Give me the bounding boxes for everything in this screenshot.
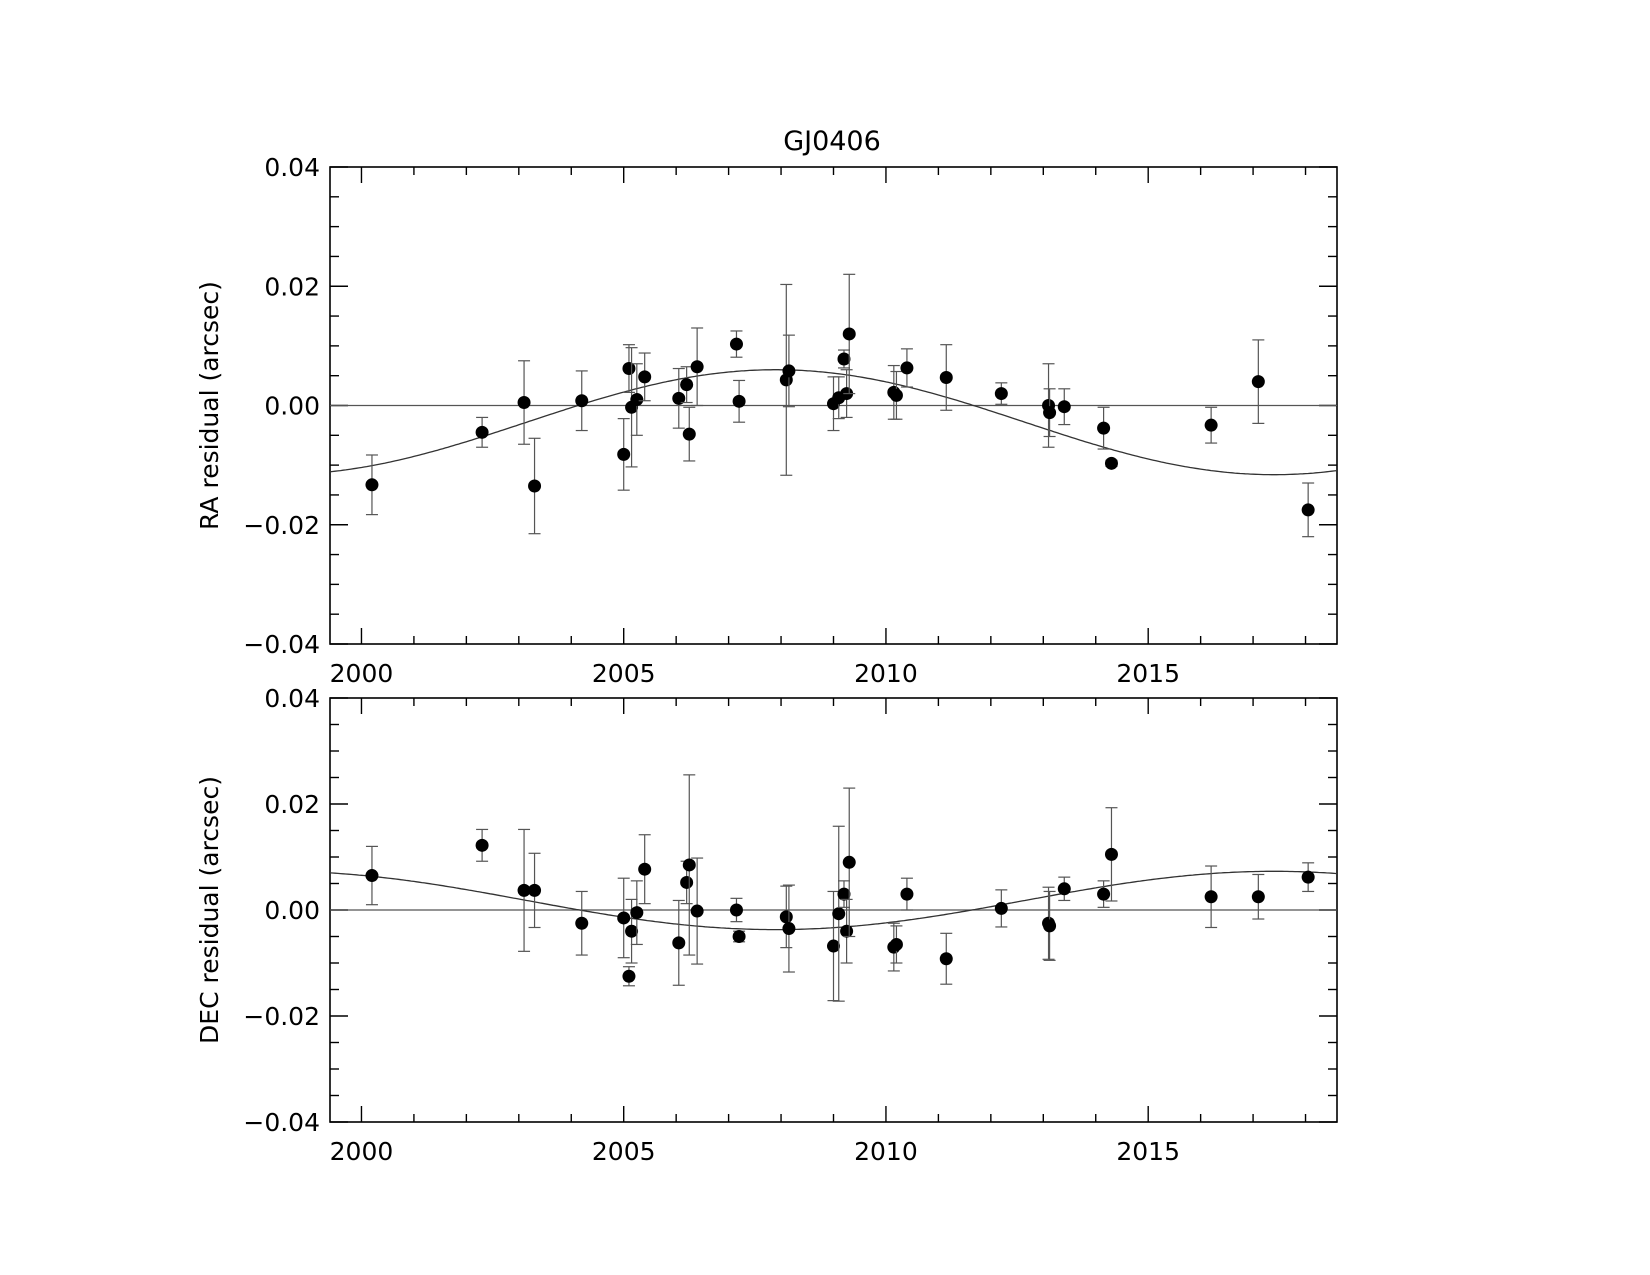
data-point (840, 924, 854, 938)
data-point (779, 910, 793, 924)
ra-residual-panel: 2000 2005 2010 2015 −0.04 −0.02 0.00 0.02 0.04 RA… (195, 153, 1338, 688)
data-point (729, 337, 743, 351)
data-point (1057, 882, 1071, 896)
data-point (900, 361, 914, 375)
data-point (994, 901, 1008, 915)
data-point (475, 425, 489, 439)
data-point (889, 388, 903, 402)
data-point (517, 883, 531, 897)
data-point (994, 387, 1008, 401)
y-tick-label: 0.02 (264, 790, 320, 819)
data-point (1204, 890, 1218, 904)
data-point (622, 969, 636, 983)
x-tick-label: 2005 (592, 659, 656, 688)
dec-residual-panel: 2000 2005 2010 2015 −0.04 −0.02 0.00 0.02 0.04 DE… (195, 684, 1338, 1166)
x-tick-label: 2005 (592, 1137, 656, 1166)
data-point (365, 478, 379, 492)
x-tick-label: 2015 (1116, 1137, 1180, 1166)
x-tick-label: 2010 (854, 1137, 918, 1166)
data-point (1204, 418, 1218, 432)
data-point (672, 391, 686, 405)
y-tick-label: 0.02 (264, 272, 320, 301)
data-point (622, 362, 636, 376)
data-point (1301, 503, 1315, 517)
data-point (528, 883, 542, 897)
data-point (1097, 887, 1111, 901)
data-point (365, 869, 379, 883)
data-point (1104, 847, 1118, 861)
x-tick-label: 2015 (1116, 659, 1180, 688)
data-point (625, 924, 639, 938)
data-point (682, 427, 696, 441)
data-point (939, 952, 953, 966)
data-point (575, 916, 589, 930)
y-tick-label: 0.00 (264, 896, 320, 925)
y-tick-label: −0.02 (243, 511, 320, 540)
data-point (617, 447, 631, 461)
data-point (900, 887, 914, 901)
data-point (732, 394, 746, 408)
data-point (729, 903, 743, 917)
data-point (690, 360, 704, 374)
data-point (475, 838, 489, 852)
y-tick-label: 0.00 (264, 392, 320, 421)
chart-title: GJ0406 (783, 126, 881, 157)
data-point (575, 394, 589, 408)
data-point (827, 939, 840, 953)
data-point (690, 904, 704, 918)
data-point (638, 862, 652, 876)
data-point (939, 370, 953, 384)
data-point (672, 936, 686, 950)
data-point (1301, 870, 1315, 884)
data-point (682, 858, 696, 872)
data-point (1251, 890, 1265, 904)
y-axis-title: DEC residual (arcsec) (195, 776, 224, 1044)
x-tick-label: 2000 (330, 1137, 394, 1166)
data-point (630, 906, 644, 920)
x-tick-label: 2000 (330, 659, 394, 688)
data-point (528, 479, 542, 493)
model-curve (329, 369, 1338, 476)
data-point (842, 327, 856, 341)
data-point (782, 364, 796, 378)
data-point (837, 887, 851, 901)
data-point (1251, 375, 1265, 389)
data-point (889, 937, 903, 951)
data-point (680, 875, 694, 889)
data-point (837, 352, 851, 366)
data-point (782, 922, 796, 936)
y-tick-label: −0.02 (243, 1002, 320, 1031)
data-point (1057, 400, 1071, 414)
data-point (1097, 421, 1111, 435)
data-point (517, 396, 531, 410)
data-point (630, 393, 644, 407)
data-point (732, 930, 746, 943)
data-point (680, 378, 694, 392)
data-point (832, 907, 846, 921)
data-point (638, 370, 652, 384)
y-tick-label: −0.04 (243, 630, 320, 659)
data-point (842, 855, 856, 869)
data-point (1043, 919, 1057, 933)
y-tick-label: −0.04 (243, 1108, 320, 1137)
x-tick-label: 2010 (854, 659, 918, 688)
data-point (617, 911, 631, 925)
data-point (1043, 406, 1057, 420)
data-point (1104, 456, 1118, 470)
y-tick-label: 0.04 (264, 153, 320, 182)
y-tick-label: 0.04 (264, 684, 320, 713)
y-axis-title: RA residual (arcsec) (195, 281, 224, 530)
